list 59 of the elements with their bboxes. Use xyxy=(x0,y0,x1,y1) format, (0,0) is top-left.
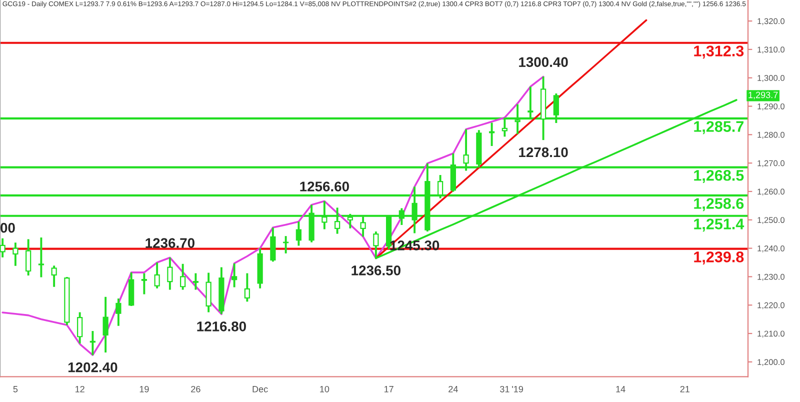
ref-line-label: 1,239.8 xyxy=(694,252,744,265)
y-tick-label: 1,320.0 xyxy=(758,18,785,26)
candlestick xyxy=(154,262,160,290)
annotation: 1256.60 xyxy=(300,182,349,192)
x-tick-label: 26 xyxy=(191,386,200,392)
annotation: 1278.10 xyxy=(519,147,568,158)
y-tick-label: 1,240.0 xyxy=(758,245,785,252)
y-tick-label: 1,200.0 xyxy=(758,359,785,366)
y-tick-label: 1,230.0 xyxy=(758,274,785,281)
annotation: 1202.40 xyxy=(68,362,118,372)
x-tick-label: 10 xyxy=(320,386,330,392)
ref-line-label: 1,285.7 xyxy=(694,121,744,134)
y-tick-label: 1,280.0 xyxy=(758,132,785,139)
ref-line-label: 1,268.5 xyxy=(694,170,744,184)
candlestick xyxy=(102,296,108,354)
candlestick xyxy=(206,272,212,314)
candlestick xyxy=(90,330,96,356)
x-tick-label: '19 xyxy=(512,386,524,392)
x-tick-label: 24 xyxy=(448,386,458,392)
candlestick xyxy=(232,262,238,288)
candlestick xyxy=(77,311,83,344)
candlestick xyxy=(38,236,44,278)
x-tick-label: 31 xyxy=(500,386,510,392)
candlestick xyxy=(51,264,57,288)
x-tick-label: 14 xyxy=(616,386,626,392)
candlestick xyxy=(167,256,173,291)
y-tick-label: 1,270.0 xyxy=(758,160,785,168)
x-tick-label: 19 xyxy=(140,386,149,392)
candlestick xyxy=(192,272,198,291)
ref-line-label: 1,312.3 xyxy=(694,46,744,59)
annotation: 00 xyxy=(0,222,15,233)
y-tick-label: 1,260.0 xyxy=(758,188,785,196)
ref-line-label: 1,258.6 xyxy=(694,198,744,212)
candlestick xyxy=(296,220,302,247)
x-tick-label: 12 xyxy=(75,386,84,392)
x-tick-label: 17 xyxy=(384,386,394,392)
candlestick xyxy=(26,238,32,277)
x-tick-label: Dec xyxy=(252,386,268,392)
y-tick-label: 1,300.0 xyxy=(758,75,785,82)
y-tick-label: 1,290.0 xyxy=(758,103,785,110)
annotation: 1300.40 xyxy=(519,57,568,68)
y-tick-label: 1,220.0 xyxy=(758,302,785,310)
x-tick-label: 21 xyxy=(680,386,690,392)
candlestick xyxy=(180,262,186,291)
y-tick-label: 1,310.0 xyxy=(758,46,785,54)
candlestick xyxy=(270,226,276,263)
candlestick xyxy=(12,242,18,267)
x-tick-label: 5 xyxy=(13,386,18,392)
annotation: 1216.80 xyxy=(197,321,246,332)
candlestick xyxy=(244,272,250,303)
candlestick xyxy=(0,237,6,258)
y-tick-label: 1,210.0 xyxy=(758,330,785,338)
ref-line-label: 1,251.4 xyxy=(694,218,744,232)
candlestick xyxy=(116,298,122,327)
annotation: 1236.50 xyxy=(352,266,400,276)
candlestick xyxy=(141,272,147,296)
annotation: 1,293.7 xyxy=(748,92,778,100)
annotation: 1236.70 xyxy=(146,238,194,248)
y-tick-label: 1,250.0 xyxy=(758,217,785,224)
